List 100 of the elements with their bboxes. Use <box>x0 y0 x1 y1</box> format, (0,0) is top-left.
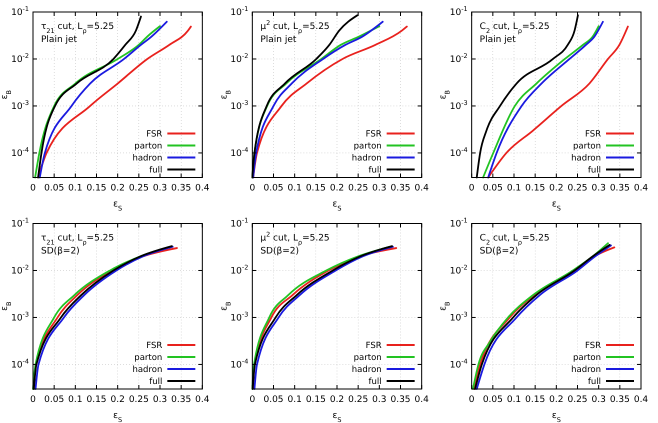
legend-label: full <box>149 376 162 387</box>
legend-label: hadron <box>352 153 382 164</box>
y-tick-label: 10$^{-2}$ <box>11 264 29 277</box>
x-tick-label: 0 <box>249 184 256 194</box>
annotation: C$_{2}$ cut, L$_{ρ}$=5.25 <box>480 234 550 246</box>
x-tick-label: 0.3 <box>152 184 168 194</box>
annotation: μ$^{2}$ cut, L$_{ρ}$=5.25 <box>260 19 330 35</box>
legend-label: FSR <box>584 340 602 351</box>
y-tick-label: 10$^{-2}$ <box>230 264 248 277</box>
x-tick-label: 0.4 <box>195 395 210 405</box>
annotation: SD(β=2) <box>260 246 300 256</box>
y-tick-label: 10$^{-1}$ <box>11 5 29 18</box>
annotation: τ$_{21}$ cut, L$_{ρ}$=5.25 <box>41 234 114 246</box>
x-tick-label: 0.2 <box>330 395 344 405</box>
legend-label: full <box>588 165 601 176</box>
x-tick-label: 0.1 <box>506 395 522 405</box>
x-tick-label: 0.35 <box>390 395 411 405</box>
x-tick-label: 0.4 <box>634 395 648 405</box>
y-tick-label: 10$^{-4}$ <box>450 358 468 371</box>
y-tick-label: 10$^{-3}$ <box>230 310 248 324</box>
annotation: SD(β=2) <box>41 246 80 256</box>
annotation: τ$_{21}$ cut, L$_{ρ}$=5.25 <box>41 22 114 35</box>
legend-label: hadron <box>132 153 162 164</box>
x-tick-label: 0.15 <box>86 184 107 194</box>
annotation: SD(β=2) <box>480 246 518 256</box>
x-tick-label: 0.2 <box>110 184 125 194</box>
y-tick-label: 10$^{-1}$ <box>450 216 468 230</box>
x-tick-label: 0.25 <box>348 395 368 405</box>
x-tick-label: 0.4 <box>414 395 430 405</box>
y-tick-label: 10$^{-1}$ <box>230 5 248 18</box>
y-tick-label: 10$^{-4}$ <box>11 358 29 371</box>
x-tick-label: 0.25 <box>567 184 588 194</box>
x-axis-title: ε$_{S}$ <box>552 200 561 212</box>
legend-label: full <box>588 376 601 387</box>
x-tick-label: 0.05 <box>44 184 64 194</box>
legend-label: full <box>368 165 382 176</box>
x-tick-label: 0.05 <box>263 184 284 194</box>
y-tick-label: 10$^{-2}$ <box>11 52 29 66</box>
y-tick-label: 10$^{-4}$ <box>230 358 248 371</box>
x-tick-label: 0.25 <box>128 395 149 405</box>
x-tick-label: 0.25 <box>348 184 368 194</box>
legend-label: FSR <box>146 340 162 351</box>
x-axis-title: ε$_{S}$ <box>113 200 122 212</box>
annotation: μ$^{2}$ cut, L$_{ρ}$=5.25 <box>260 230 330 246</box>
y-tick-label: 10$^{-3}$ <box>11 99 29 112</box>
x-tick-label: 0 <box>249 395 256 405</box>
y-tick-label: 10$^{-3}$ <box>450 310 468 324</box>
x-axis-title: ε$_{S}$ <box>552 411 561 423</box>
x-tick-label: 0.3 <box>372 184 386 194</box>
y-tick-label: 10$^{-2}$ <box>230 52 248 66</box>
x-tick-label: 0.35 <box>610 184 630 194</box>
x-tick-label: 0.1 <box>68 184 82 194</box>
x-tick-label: 0.15 <box>86 395 107 405</box>
x-tick-label: 0 <box>30 184 36 194</box>
x-tick-label: 0.15 <box>306 184 326 194</box>
legend-label: hadron <box>132 364 162 375</box>
y-tick-label: 10$^{-4}$ <box>11 146 29 160</box>
x-tick-label: 0.25 <box>567 395 588 405</box>
y-tick-label: 10$^{-1}$ <box>450 5 468 18</box>
x-tick-label: 0 <box>468 184 475 194</box>
legend-label: hadron <box>571 153 601 164</box>
legend-label: FSR <box>146 129 162 140</box>
legend-label: parton <box>354 141 382 152</box>
x-tick-label: 0.4 <box>634 184 648 194</box>
y-tick-label: 10$^{-4}$ <box>230 146 248 160</box>
legend-label: full <box>149 165 162 176</box>
x-tick-label: 0.2 <box>549 184 564 194</box>
x-tick-label: 0 <box>30 395 36 405</box>
x-axis-title: ε$_{S}$ <box>113 411 122 423</box>
x-tick-label: 0.15 <box>306 395 326 405</box>
x-tick-label: 0.35 <box>390 184 411 194</box>
legend-label: full <box>368 376 382 387</box>
x-tick-label: 0.05 <box>482 184 503 194</box>
x-tick-label: 0.3 <box>592 395 606 405</box>
x-tick-label: 0.35 <box>171 184 192 194</box>
x-tick-label: 0.3 <box>372 395 386 405</box>
x-tick-label: 0.15 <box>525 184 546 194</box>
y-tick-label: 10$^{-1}$ <box>230 216 248 230</box>
x-tick-label: 0.15 <box>525 395 546 405</box>
annotation: Plain jet <box>480 35 516 45</box>
x-tick-label: 0.35 <box>610 395 630 405</box>
legend-label: parton <box>572 141 601 152</box>
legend-label: hadron <box>571 364 601 375</box>
x-tick-label: 0.1 <box>506 184 522 194</box>
x-tick-label: 0 <box>468 395 475 405</box>
y-tick-label: 10$^{-4}$ <box>450 146 468 160</box>
x-axis-title: ε$_{S}$ <box>332 411 342 423</box>
x-tick-label: 0.05 <box>482 395 503 405</box>
legend-label: FSR <box>366 340 382 351</box>
x-tick-label: 0.4 <box>195 184 210 194</box>
x-tick-label: 0.3 <box>152 395 168 405</box>
y-tick-label: 10$^{-3}$ <box>230 99 248 112</box>
x-tick-label: 0.3 <box>592 184 606 194</box>
x-tick-label: 0.25 <box>128 184 149 194</box>
x-tick-label: 0.2 <box>110 395 125 405</box>
y-tick-label: 10$^{-1}$ <box>11 216 29 230</box>
legend-label: parton <box>134 352 162 363</box>
y-tick-label: 10$^{-3}$ <box>11 310 29 324</box>
x-tick-label: 0.1 <box>68 395 82 405</box>
x-axis-title: ε$_{S}$ <box>332 200 342 212</box>
